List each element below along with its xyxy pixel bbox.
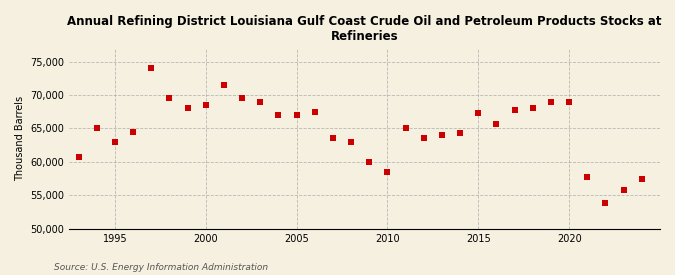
Point bbox=[164, 96, 175, 101]
Point bbox=[128, 130, 138, 134]
Point bbox=[600, 201, 611, 205]
Point bbox=[73, 155, 84, 160]
Point bbox=[255, 100, 266, 104]
Point bbox=[200, 103, 211, 107]
Point bbox=[527, 106, 538, 111]
Y-axis label: Thousand Barrels: Thousand Barrels bbox=[15, 96, 25, 181]
Point bbox=[273, 113, 284, 117]
Point bbox=[455, 131, 466, 135]
Point bbox=[491, 122, 502, 127]
Point bbox=[545, 100, 556, 104]
Point bbox=[91, 126, 102, 131]
Point bbox=[509, 108, 520, 112]
Point bbox=[237, 96, 248, 101]
Point bbox=[564, 100, 574, 104]
Text: Source: U.S. Energy Information Administration: Source: U.S. Energy Information Administ… bbox=[54, 263, 268, 271]
Point bbox=[418, 136, 429, 141]
Point bbox=[364, 160, 375, 164]
Point bbox=[109, 140, 120, 144]
Title: Annual Refining District Louisiana Gulf Coast Crude Oil and Petroleum Products S: Annual Refining District Louisiana Gulf … bbox=[68, 15, 662, 43]
Point bbox=[182, 106, 193, 111]
Point bbox=[346, 140, 356, 144]
Point bbox=[637, 176, 647, 181]
Point bbox=[400, 126, 411, 131]
Point bbox=[473, 111, 484, 115]
Point bbox=[382, 170, 393, 174]
Point bbox=[219, 83, 230, 87]
Point bbox=[618, 188, 629, 192]
Point bbox=[146, 66, 157, 71]
Point bbox=[327, 136, 338, 141]
Point bbox=[582, 174, 593, 179]
Point bbox=[437, 133, 448, 137]
Point bbox=[309, 109, 320, 114]
Point bbox=[291, 113, 302, 117]
